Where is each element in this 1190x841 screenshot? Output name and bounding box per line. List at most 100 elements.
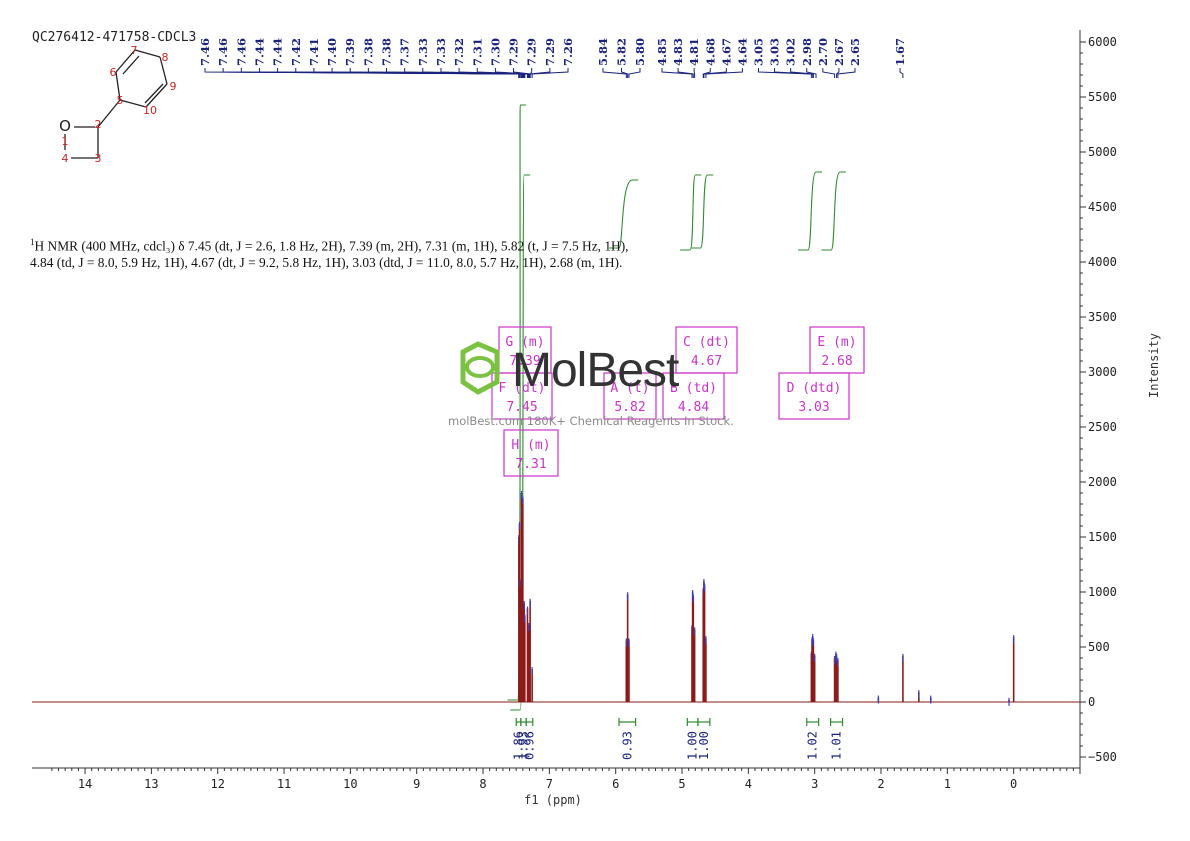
peak-label-leader — [529, 68, 551, 78]
peak-label-leader — [822, 68, 836, 78]
multiplet-label: D (dtd) — [787, 381, 842, 396]
y-tick-label: 6000 — [1088, 35, 1117, 49]
x-tick-label: 4 — [745, 777, 752, 791]
x-axis-label: f1 (ppm) — [524, 793, 582, 807]
y-tick-label: 4500 — [1088, 200, 1117, 214]
watermark-brand: MolBest — [512, 344, 679, 397]
peak-label: 7.32 — [452, 38, 466, 66]
multiplet-label: C (dt) — [683, 335, 730, 350]
peak-label: 7.29 — [507, 38, 521, 66]
multiplet-box: A (t) 5.82 — [603, 372, 657, 420]
peak-label: 7.41 — [307, 38, 321, 66]
integral-curve — [690, 174, 714, 249]
spectrum-trace — [32, 491, 1080, 706]
atom-number: 4 — [62, 152, 69, 165]
x-tick-label: 6 — [612, 777, 619, 791]
integral-group: 1.861.930.96 0.93 1.001.00 1.02 1.01 — [512, 718, 844, 760]
integral-value: 1.00 — [697, 731, 711, 760]
bond — [122, 55, 140, 75]
x-tick-label: 2 — [877, 777, 884, 791]
x-axis: 14 13 12 11 10 9 8 7 6 5 4 3 2 1 0 — [32, 767, 1081, 791]
multiplet-frame — [603, 372, 657, 420]
integral-curve — [821, 171, 846, 251]
multiplet-shift: 3.03 — [798, 400, 829, 415]
peak-label: 2.65 — [848, 38, 862, 66]
bond — [134, 49, 161, 58]
atom-number: 8 — [162, 51, 169, 64]
peak-label-leader — [837, 68, 856, 78]
y-tick-label: 3000 — [1088, 365, 1117, 379]
atom-number: 3 — [95, 152, 102, 165]
bond — [97, 99, 121, 128]
y-tick-label: 500 — [1088, 640, 1110, 654]
multiplet-box: F (dt) 7.45 — [491, 372, 553, 420]
x-tick-label: 7 — [546, 777, 553, 791]
y-tick-label: 2500 — [1088, 420, 1117, 434]
atom-number: 6 — [110, 66, 117, 79]
atom-number: 5 — [117, 94, 124, 107]
peak-label: 2.70 — [816, 38, 830, 66]
y-tick-label: 5000 — [1088, 145, 1117, 159]
bond — [145, 83, 168, 108]
multiplet-shift: 2.68 — [821, 354, 852, 369]
multiplet-box: H (m) 7.31 — [503, 429, 559, 477]
atom-number: 2 — [95, 118, 102, 131]
x-tick-label: 0 — [1010, 777, 1017, 791]
atom-number: 7 — [131, 44, 138, 57]
x-tick-label: 5 — [678, 777, 685, 791]
peak-label-leader — [677, 68, 694, 78]
multiplet-label: H (m) — [511, 438, 550, 453]
multiplet-group: G (m) 7.39 F (dt) 7.45 H (m) 7.31 A (t) 5.82 B (… — [491, 326, 865, 477]
multiplet-shift: 7.39 — [509, 354, 540, 369]
peak-label-leader — [836, 68, 840, 78]
peak-label: 7.44 — [252, 38, 266, 66]
multiplet-shift: 7.45 — [506, 400, 537, 415]
peak-label-leader — [774, 68, 814, 78]
peak-label-leader — [705, 68, 743, 78]
bond — [144, 83, 164, 104]
bond — [119, 99, 147, 108]
peak-label: 7.33 — [416, 38, 430, 66]
peak-label: 3.03 — [768, 38, 782, 66]
multiplet-label: A (t) — [610, 381, 649, 396]
atom-number: 10 — [143, 104, 157, 117]
multiplet-frame — [675, 326, 738, 374]
multiplet-shift: 5.82 — [614, 400, 645, 415]
multiplet-label: F (dt) — [499, 381, 546, 396]
y-tick-label: 0 — [1088, 695, 1095, 709]
peak-label: 7.46 — [234, 38, 248, 66]
x-tick-label: 1 — [944, 777, 951, 791]
integral-value: 0.93 — [620, 731, 634, 760]
peak-label: 7.33 — [434, 38, 448, 66]
peak-label: 7.38 — [380, 38, 394, 66]
peak-label: 7.38 — [361, 38, 375, 66]
molbest-logo-icon — [460, 341, 500, 395]
peak-label: 7.46 — [216, 38, 230, 66]
integral-value: 1.93 — [516, 731, 530, 760]
peak-label: 7.44 — [271, 38, 285, 66]
peak-label: 2.67 — [832, 38, 846, 66]
multiplet-shift: 4.84 — [678, 400, 709, 415]
peak-label: 7.46 — [198, 38, 212, 66]
peak-label: 7.40 — [325, 38, 339, 66]
x-tick-label: 12 — [210, 777, 224, 791]
molecule-structure: O1 2 3 4 5 6 7 8 9 10 — [59, 44, 176, 165]
integral-value: 0.96 — [522, 731, 536, 760]
multiplet-frame — [809, 326, 865, 374]
nmr-summary-body: H NMR (400 MHz, cdcl₃) δ 7.45 (dt, J = 2… — [30, 238, 629, 271]
peak-label-leader — [602, 68, 627, 78]
peak-label: 7.26 — [561, 38, 575, 66]
peak-label: 5.84 — [596, 38, 610, 66]
peak-label-leader — [702, 68, 711, 78]
x-tick-label: 11 — [277, 777, 291, 791]
bond — [115, 71, 121, 101]
nmr-summary-text: 1H NMR (400 MHz, cdcl₃) δ 7.45 (dt, J = … — [30, 234, 630, 271]
peak-label: 4.85 — [655, 38, 669, 66]
multiplet-box: C (dt) 4.67 — [675, 326, 738, 374]
multiplet-label: E (m) — [817, 335, 856, 350]
peak-label: 7.37 — [398, 38, 412, 66]
atom-number: 9 — [170, 80, 177, 93]
multiplet-label: B (td) — [670, 381, 717, 396]
peak-label-group: 7.46 7.46 7.46 7.44 7.44 7.42 7.41 7.40 7.39 7.38… — [198, 38, 907, 78]
